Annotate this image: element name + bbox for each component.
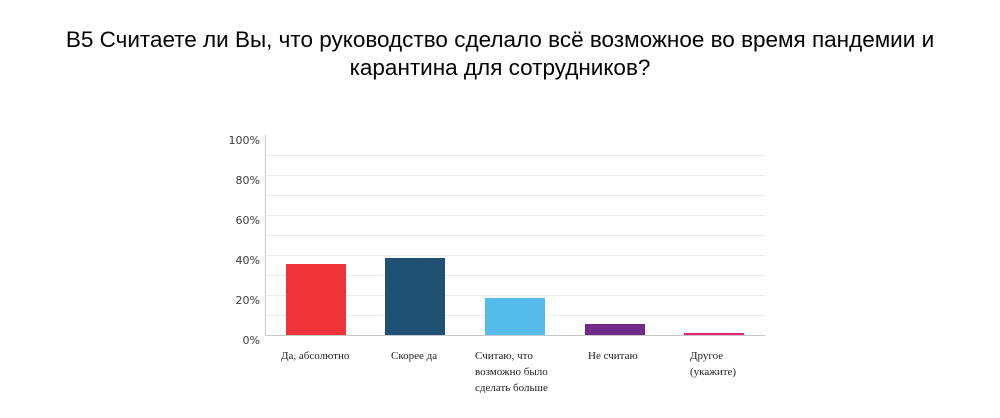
bar-da-absolyutno[interactable] xyxy=(286,264,346,335)
y-axis-line xyxy=(265,135,266,336)
gridline xyxy=(266,275,765,276)
gridline xyxy=(266,255,765,256)
gridline xyxy=(266,195,765,196)
gridline xyxy=(266,175,765,176)
y-tick-label: 100% xyxy=(228,134,260,147)
x-label-drugoe: Другое (укажите) xyxy=(690,350,737,378)
gridline xyxy=(266,215,765,216)
chart-title-line-2: карантина для сотрудников? xyxy=(349,55,651,80)
chart-title-line-1: В5 Считаете ли Вы, что руководство сдела… xyxy=(65,27,935,52)
gridline xyxy=(266,295,765,296)
y-tick-label: 0% xyxy=(242,334,260,347)
gridline xyxy=(266,155,765,156)
x-label-da-absolyutno: Да, абсолютно xyxy=(281,350,350,362)
bar-ne-schitayu[interactable] xyxy=(585,324,645,335)
y-tick-label: 60% xyxy=(235,214,260,227)
x-label-schitayu-mozhno-bylo-bolshe: Считаю, что возможно было сделать больше xyxy=(475,350,548,394)
y-tick-label: 80% xyxy=(235,174,260,187)
x-label-skoree-da: Скорее да xyxy=(391,350,438,362)
x-axis-line xyxy=(265,335,765,336)
bar-drugoe[interactable] xyxy=(684,333,744,335)
y-tick-label: 20% xyxy=(235,294,260,307)
y-tick-label: 40% xyxy=(235,254,260,267)
x-label-ne-schitayu: Не считаю xyxy=(588,350,638,362)
bar-skoree-da[interactable] xyxy=(385,258,445,335)
gridline xyxy=(266,235,765,236)
bar-schitayu-mozhno-bylo-bolshe[interactable] xyxy=(485,298,545,335)
chart-title: В5 Считаете ли Вы, что руководство сдела… xyxy=(0,26,1000,82)
